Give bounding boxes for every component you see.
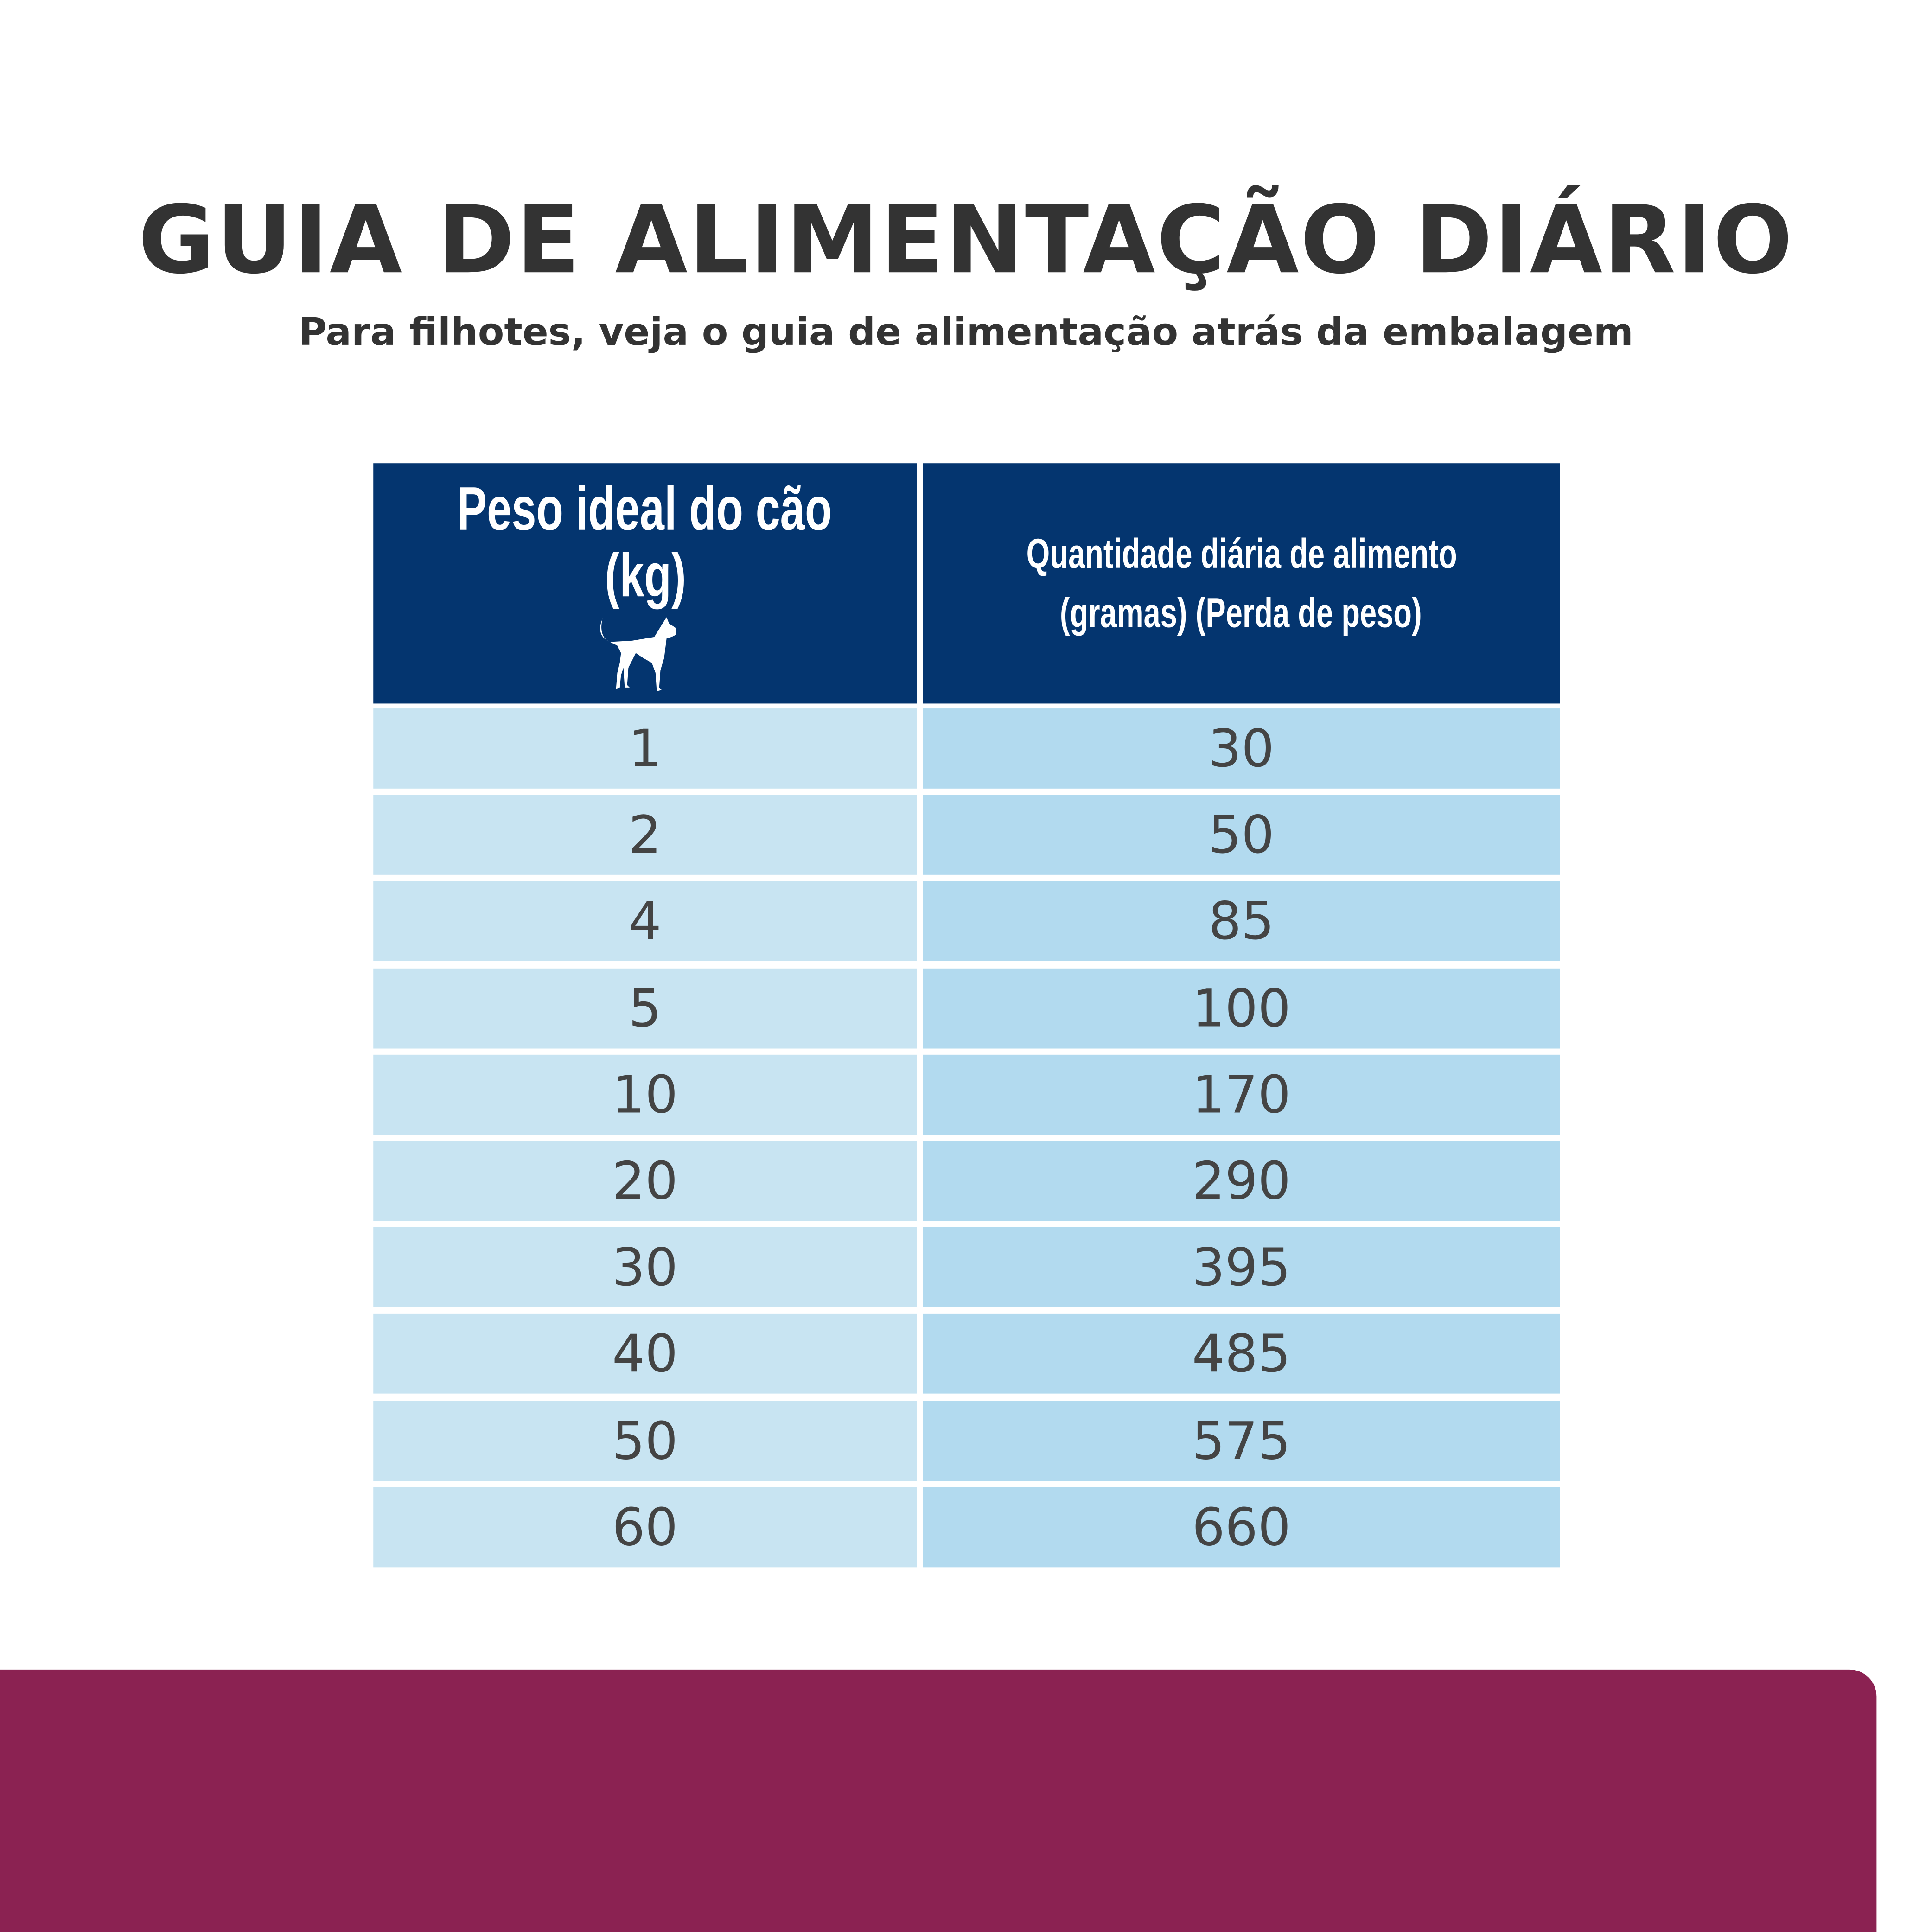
footer-band bbox=[0, 1669, 1877, 1932]
weight-cell: 20 bbox=[373, 1141, 917, 1221]
amount-cell: 485 bbox=[923, 1314, 1560, 1394]
amount-cell: 395 bbox=[923, 1227, 1560, 1308]
weight-cell: 4 bbox=[373, 881, 917, 962]
amount-cell: 170 bbox=[923, 1054, 1560, 1135]
weight-cell: 5 bbox=[373, 968, 917, 1048]
weight-cell: 60 bbox=[373, 1487, 917, 1567]
amount-cell: 30 bbox=[923, 708, 1560, 789]
weight-cell: 2 bbox=[373, 795, 917, 875]
weight-cell: 30 bbox=[373, 1227, 917, 1308]
header-weight-line2: (kg) bbox=[604, 541, 686, 610]
header-weight-line1: Peso ideal do cão bbox=[458, 474, 833, 543]
dog-icon bbox=[600, 617, 676, 691]
weight-cell: 10 bbox=[373, 1054, 917, 1135]
weight-cell: 50 bbox=[373, 1400, 917, 1481]
amount-cell: 660 bbox=[923, 1487, 1560, 1567]
header-amount-line1: Quantidade diária de alimento bbox=[1026, 531, 1457, 578]
weight-cell: 1 bbox=[373, 708, 917, 789]
amount-cell: 290 bbox=[923, 1141, 1560, 1221]
amount-cell: 575 bbox=[923, 1400, 1560, 1481]
header-amount-line2: (gramas) (Perda de peso) bbox=[1060, 590, 1422, 637]
weight-cell: 40 bbox=[373, 1314, 917, 1394]
amount-cell: 85 bbox=[923, 881, 1560, 962]
amount-cell: 50 bbox=[923, 795, 1560, 875]
page-subtitle: Para filhotes, veja o guia de alimentaçã… bbox=[299, 310, 1633, 355]
header-weight: Peso ideal do cão (kg) bbox=[373, 463, 917, 704]
header-amount: Quantidade diária de alimento (gramas) (… bbox=[923, 463, 1560, 704]
page-title: GUIA DE ALIMENTAÇÃO DIÁRIO bbox=[138, 185, 1794, 295]
amount-cell: 100 bbox=[923, 968, 1560, 1048]
